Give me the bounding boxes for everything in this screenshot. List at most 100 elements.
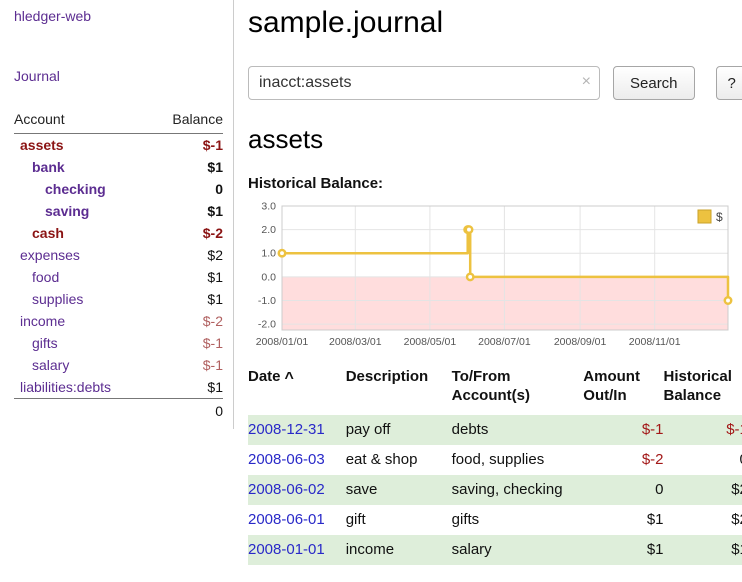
register-header: Date ^ Description To/From Account(s) Amo…: [248, 367, 742, 415]
register-accounts: salary: [451, 541, 492, 558]
register-date-cell: 2008-01-01: [248, 535, 346, 565]
register-date-cell: 2008-06-02: [248, 475, 346, 505]
svg-text:1.0: 1.0: [261, 248, 276, 260]
search-button[interactable]: Search: [613, 66, 695, 100]
account-balance: $1: [207, 379, 223, 395]
register-accounts: food, supplies: [451, 451, 545, 468]
register-accounts: gifts: [451, 511, 480, 528]
account-link[interactable]: food: [32, 269, 60, 285]
register-description: save: [345, 481, 378, 498]
register-description: gift: [345, 511, 366, 528]
accounts-total-row: 0: [14, 398, 223, 423]
account-row: cash $-2: [14, 222, 223, 244]
column-header-historical-balance: Historical Balance: [663, 368, 732, 404]
account-link[interactable]: assets: [20, 137, 64, 153]
account-link[interactable]: expenses: [20, 247, 80, 263]
register-description: pay off: [345, 421, 391, 438]
accounts-total-value: 0: [215, 403, 223, 419]
svg-text:-2.0: -2.0: [258, 319, 276, 331]
historical-balance-chart: $3.0 2.0 1.0 0.0 -1.0 -2.0 2008/01/01 2008/03/0…: [248, 200, 742, 353]
register-description: eat & shop: [345, 451, 418, 468]
search-input[interactable]: [248, 66, 600, 100]
column-header-tofrom-accounts: To/From Account(s): [451, 368, 530, 404]
chart-svg: $3.0 2.0 1.0 0.0 -1.0 -2.0 2008/01/01 2008/03/0…: [256, 201, 733, 348]
account-balance: $1: [207, 159, 223, 175]
register-amount: $-2: [641, 451, 664, 468]
register-balance: $2: [731, 511, 742, 528]
sidebar-item-journal[interactable]: Journal: [14, 68, 60, 84]
svg-text:2.0: 2.0: [261, 224, 276, 236]
account-row: liabilities:debts $1: [14, 376, 223, 398]
chart-label: Historical Balance:: [248, 175, 384, 192]
accounts-list: assets $-1 bank $1 checking 0 saving $1 cash $-2 e…: [14, 134, 223, 398]
main-content: sample.journal × Search ? assets Histori…: [234, 0, 742, 565]
register-row: 2008-12-31 pay off debts $-1 $-1: [248, 415, 742, 445]
register-date-link[interactable]: 2008-12-31: [248, 421, 325, 438]
register-table: Date ^ Description To/From Account(s) Amo…: [248, 367, 742, 565]
sidebar: hledger-web Journal Account Balance asse…: [0, 0, 234, 429]
accounts-header: Account Balance: [14, 109, 223, 134]
help-button[interactable]: ?: [715, 66, 742, 100]
account-link[interactable]: bank: [32, 159, 65, 175]
register-amount: $-1: [641, 421, 664, 438]
column-header-amount: Amount Out/In: [583, 368, 640, 404]
clear-search-icon[interactable]: ×: [581, 73, 591, 90]
register-amount: $1: [646, 511, 664, 528]
account-balance: $-2: [202, 313, 223, 329]
search-row: × Search ?: [248, 66, 742, 100]
account-balance: $-1: [202, 357, 223, 373]
account-link[interactable]: liabilities:debts: [20, 379, 112, 395]
account-balance: $-2: [202, 225, 223, 241]
register-date-cell: 2008-12-31: [248, 415, 346, 445]
account-balance: $1: [207, 203, 223, 219]
svg-text:0.0: 0.0: [261, 271, 276, 283]
app-title-link[interactable]: hledger-web: [14, 8, 92, 24]
register-accounts: saving, checking: [451, 481, 563, 498]
account-balance: $-1: [202, 137, 223, 153]
account-balance: $2: [207, 247, 223, 263]
register-accounts: debts: [451, 421, 489, 438]
account-row: checking 0: [14, 178, 223, 200]
accounts-panel: Account Balance assets $-1 bank $1 checking 0…: [14, 109, 223, 423]
account-link[interactable]: income: [20, 313, 66, 329]
register-row: 2008-06-02 save saving, checking 0 $2: [248, 475, 742, 505]
register-body: 2008-12-31 pay off debts $-1 $-1 2008-06-03 ea…: [248, 415, 742, 565]
register-balance: $2: [731, 481, 742, 498]
account-link[interactable]: saving: [45, 203, 90, 219]
account-balance: $1: [207, 291, 223, 307]
svg-text:2008/05/01: 2008/05/01: [404, 336, 457, 348]
account-row: supplies $1: [14, 288, 223, 310]
register-date-cell: 2008-06-03: [248, 445, 346, 475]
account-row: assets $-1: [14, 134, 223, 156]
page: hledger-web Journal Account Balance asse…: [0, 0, 742, 565]
register-balance: 0: [664, 445, 742, 475]
account-balance: 0: [215, 181, 223, 197]
svg-text:2008/11/01: 2008/11/01: [629, 336, 681, 348]
column-header-date[interactable]: Date ^: [248, 368, 294, 387]
account-link[interactable]: supplies: [32, 291, 84, 307]
svg-text:2008/07/01: 2008/07/01: [478, 336, 531, 348]
register-date-link[interactable]: 2008-01-01: [248, 541, 325, 558]
account-row: income $-2: [14, 310, 223, 332]
account-row: bank $1: [14, 156, 223, 178]
register-date-link[interactable]: 2008-06-02: [248, 481, 325, 498]
register-date-link[interactable]: 2008-06-03: [248, 451, 325, 468]
account-link[interactable]: checking: [45, 181, 106, 197]
account-balance: $-1: [202, 335, 223, 351]
account-balance: $1: [207, 269, 223, 285]
account-row: saving $1: [14, 200, 223, 222]
register-date-cell: 2008-06-01: [248, 505, 346, 535]
account-link[interactable]: gifts: [32, 335, 58, 351]
register-date-link[interactable]: 2008-06-01: [248, 511, 325, 528]
svg-text:2008/01/01: 2008/01/01: [256, 336, 309, 348]
account-link[interactable]: cash: [32, 225, 64, 241]
svg-text:2008/03/01: 2008/03/01: [329, 336, 382, 348]
page-title: sample.journal: [248, 6, 444, 39]
account-link[interactable]: salary: [32, 357, 70, 373]
svg-text:$: $: [716, 210, 723, 224]
account-row: food $1: [14, 266, 223, 288]
register-balance: $-1: [726, 421, 742, 438]
register-row: 2008-06-01 gift gifts $1 $2: [248, 505, 742, 535]
account-row: gifts $-1: [14, 332, 223, 354]
svg-text:-1.0: -1.0: [258, 295, 276, 307]
